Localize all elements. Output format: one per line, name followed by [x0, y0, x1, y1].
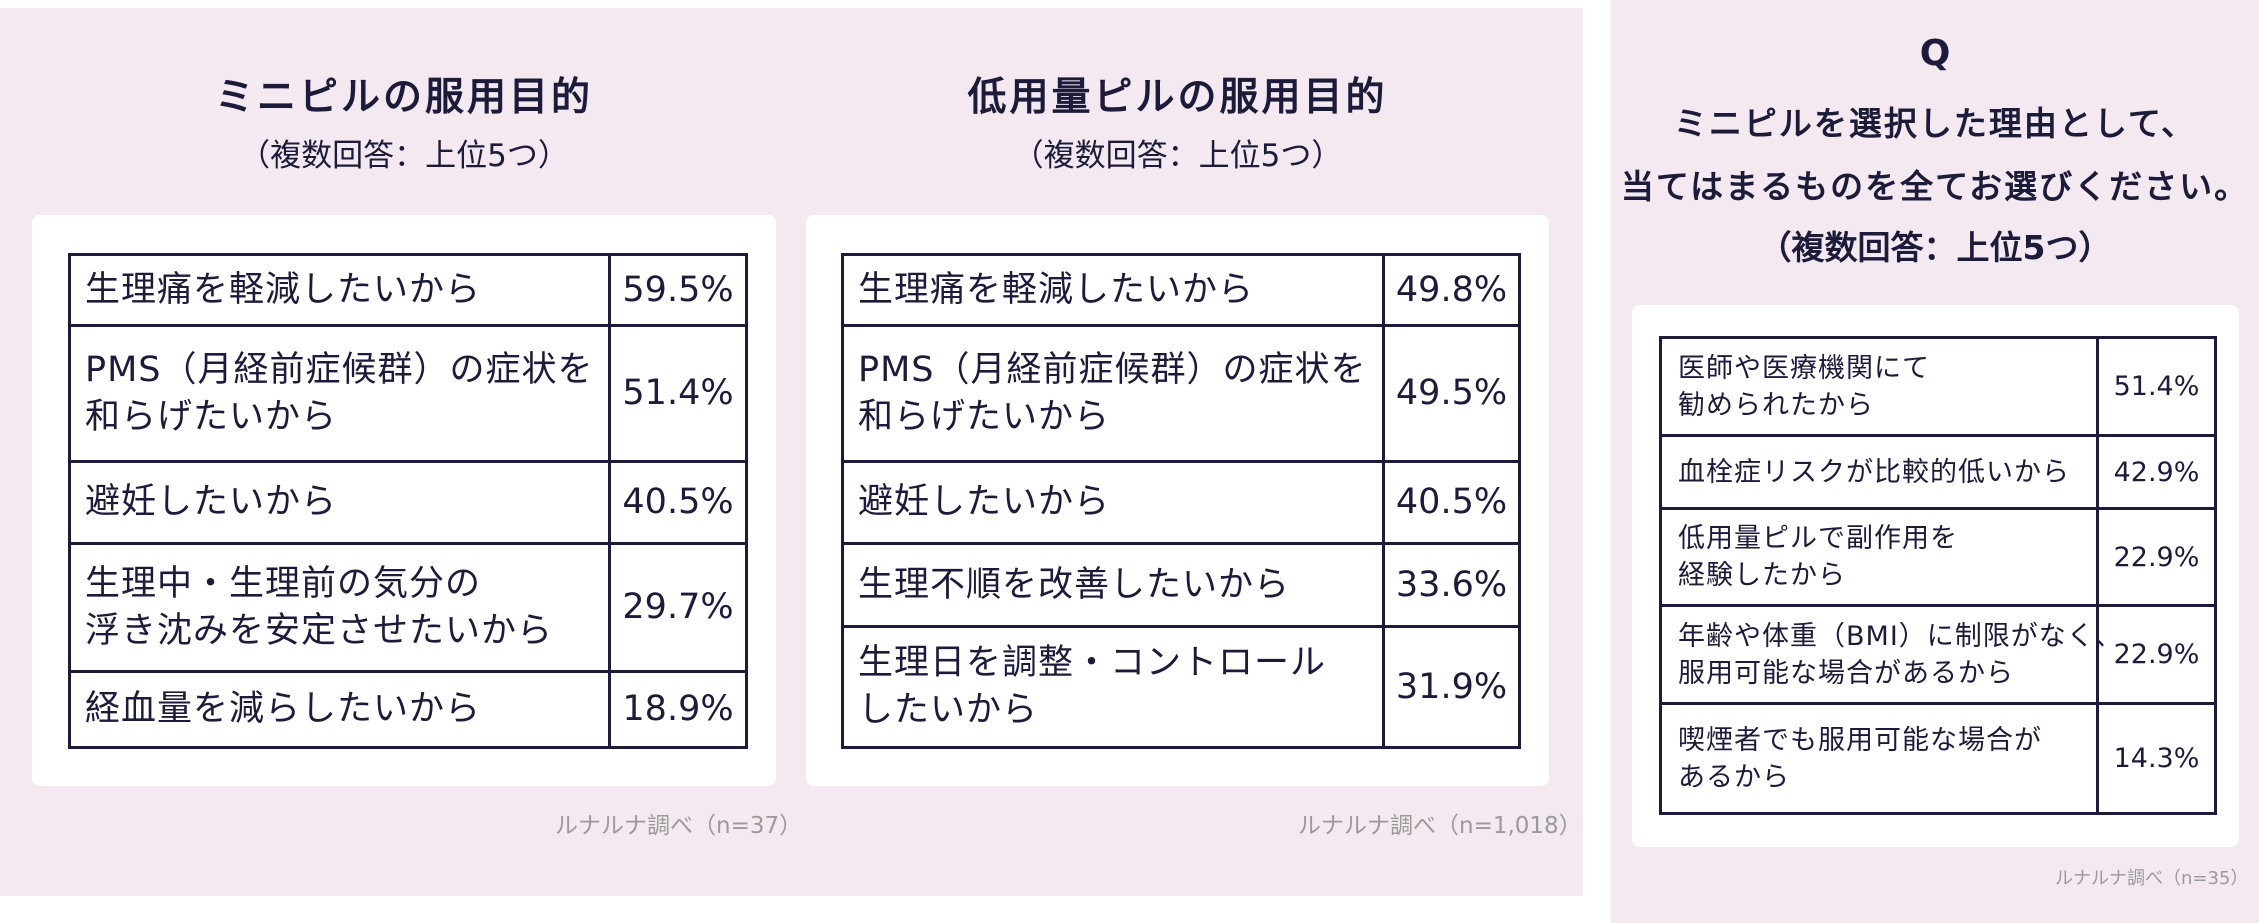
row-label: PMS（月経前症候群）の症状を 和らげたいから	[68, 324, 611, 463]
table-row: 血栓症リスクが比較的低いから 42.9%	[1659, 434, 2217, 510]
table-row: 年齢や体重（BMI）に制限がなく、 服用可能な場合があるから 22.9%	[1659, 604, 2217, 705]
middle-survey-source: ルナルナ調べ（n=1,018）	[1298, 813, 1582, 839]
left-survey-source: ルナルナ調べ（n=37）	[555, 813, 803, 839]
table-row: 生理不順を改善したいから 33.6%	[841, 542, 1521, 628]
row-value: 51.4%	[2096, 336, 2217, 437]
row-label: 生理日を調整・コントロール したいから	[841, 625, 1385, 749]
row-label: 喫煙者でも服用可能な場合が あるから	[1659, 702, 2099, 815]
row-value: 59.5%	[608, 253, 748, 327]
question-line-1: ミニピルを選択した理由として、	[1673, 104, 2197, 143]
row-label: 経血量を減らしたいから	[68, 670, 611, 749]
left-survey-table: 生理痛を軽減したいから 59.5% PMS（月経前症候群）の症状を 和らげたいから…	[68, 253, 748, 749]
table-row: PMS（月経前症候群）の症状を 和らげたいから 51.4%	[68, 324, 748, 463]
row-value: 40.5%	[1382, 460, 1521, 545]
table-row: 低用量ピルで副作用を 経験したから 22.9%	[1659, 507, 2217, 607]
table-row: 生理痛を軽減したいから 49.8%	[841, 253, 1521, 327]
row-label: 避妊したいから	[68, 460, 611, 545]
row-value: 18.9%	[608, 670, 748, 749]
question-subtitle: （複数回答：上位5つ）	[1758, 228, 2112, 267]
left-survey-subtitle: （複数回答：上位5つ）	[239, 138, 569, 174]
table-row: 避妊したいから 40.5%	[841, 460, 1521, 545]
row-label: 低用量ピルで副作用を 経験したから	[1659, 507, 2099, 607]
left-survey-title: ミニピルの服用目的	[214, 75, 593, 120]
table-row: 経血量を減らしたいから 18.9%	[68, 670, 748, 749]
middle-survey-table: 生理痛を軽減したいから 49.8% PMS（月経前症候群）の症状を 和らげたいから…	[841, 253, 1521, 749]
row-value: 51.4%	[608, 324, 748, 463]
row-label: 生理痛を軽減したいから	[841, 253, 1385, 327]
row-value: 14.3%	[2096, 702, 2217, 815]
table-row: 生理中・生理前の気分の 浮き沈みを安定させたいから 29.7%	[68, 542, 748, 673]
row-value: 49.8%	[1382, 253, 1521, 327]
row-label: 生理不順を改善したいから	[841, 542, 1385, 628]
row-label: 生理中・生理前の気分の 浮き沈みを安定させたいから	[68, 542, 611, 673]
row-value: 22.9%	[2096, 507, 2217, 607]
row-value: 49.5%	[1382, 324, 1521, 463]
question-line-2: 当てはまるものを全てお選びください。	[1620, 167, 2250, 206]
table-row: 生理日を調整・コントロール したいから 31.9%	[841, 625, 1521, 749]
row-label: 避妊したいから	[841, 460, 1385, 545]
right-survey-source: ルナルナ調べ（n=35）	[2055, 868, 2249, 889]
right-survey-table: 医師や医療機関にて 勧められたから 51.4% 血栓症リスクが比較的低いから 42…	[1659, 336, 2217, 815]
table-row: 生理痛を軽減したいから 59.5%	[68, 253, 748, 327]
table-row: 医師や医療機関にて 勧められたから 51.4%	[1659, 336, 2217, 437]
table-row: 喫煙者でも服用可能な場合が あるから 14.3%	[1659, 702, 2217, 815]
question-q-mark: Q	[1919, 33, 1951, 74]
row-label: PMS（月経前症候群）の症状を 和らげたいから	[841, 324, 1385, 463]
table-row: 避妊したいから 40.5%	[68, 460, 748, 545]
row-label: 医師や医療機関にて 勧められたから	[1659, 336, 2099, 437]
row-value: 29.7%	[608, 542, 748, 673]
middle-survey-subtitle: （複数回答：上位5つ）	[1012, 138, 1343, 174]
row-label: 生理痛を軽減したいから	[68, 253, 611, 327]
middle-survey-title: 低用量ピルの服用目的	[967, 75, 1388, 120]
row-label: 年齢や体重（BMI）に制限がなく、 服用可能な場合があるから	[1659, 604, 2122, 705]
row-value: 33.6%	[1382, 542, 1521, 628]
row-label: 血栓症リスクが比較的低いから	[1659, 434, 2099, 510]
row-value: 31.9%	[1382, 625, 1521, 749]
row-value: 22.9%	[2096, 604, 2217, 705]
row-value: 42.9%	[2096, 434, 2217, 510]
row-value: 40.5%	[608, 460, 748, 545]
table-row: PMS（月経前症候群）の症状を 和らげたいから 49.5%	[841, 324, 1521, 463]
